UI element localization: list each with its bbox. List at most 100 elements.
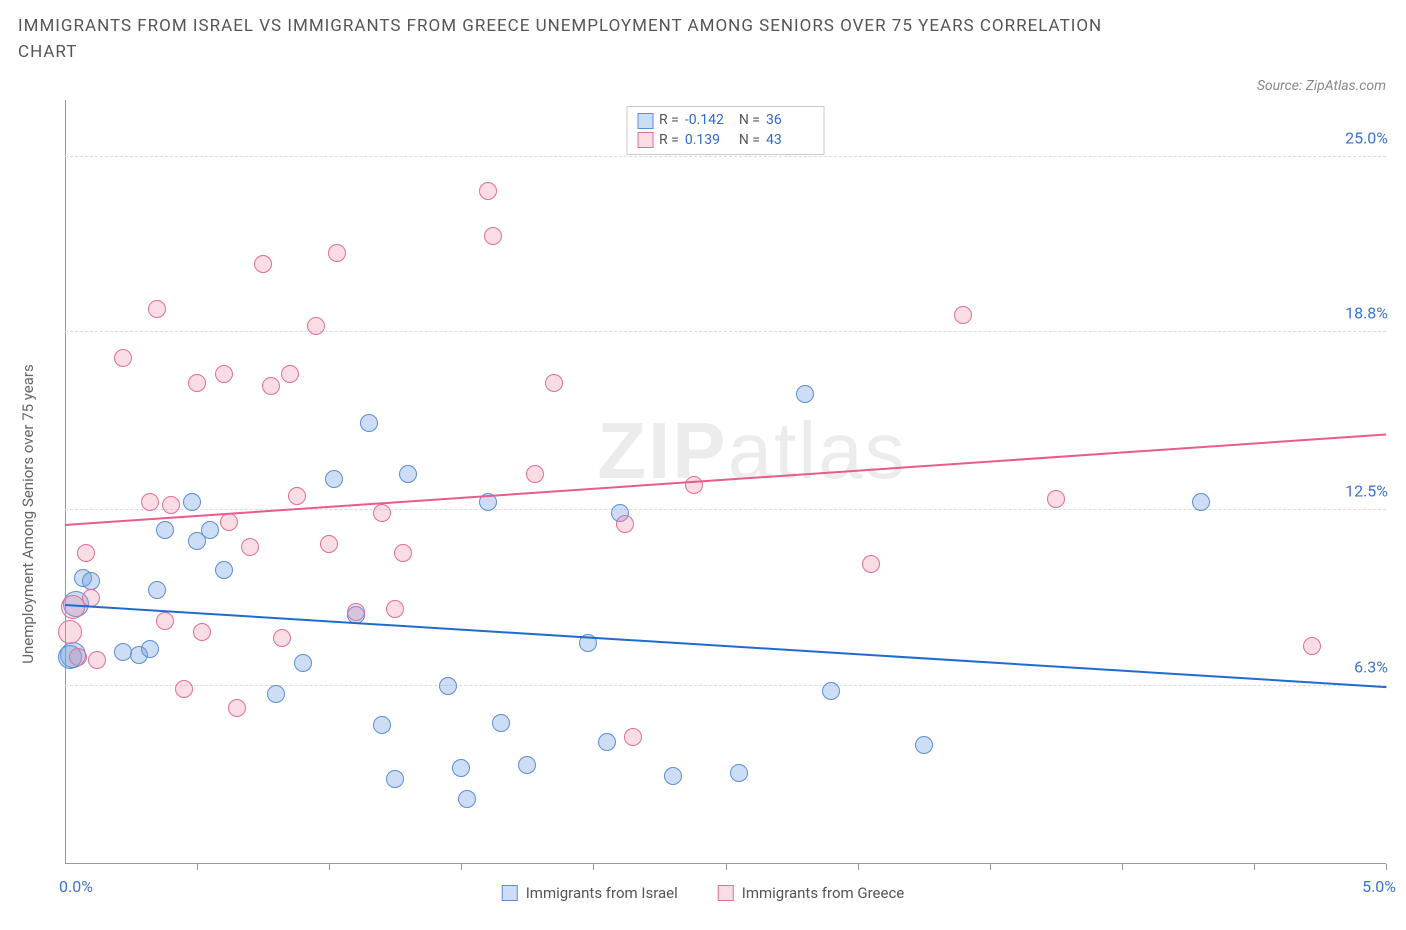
greece-point <box>545 374 563 392</box>
stats-row-greece: R = 0.139 N = 43 <box>637 131 814 151</box>
plot-area: ZIPatlas 0.0% 5.0% R =-0.142N =36R =0.13… <box>65 100 1386 864</box>
legend-item-greece: Immigrants from Greece <box>718 884 905 902</box>
grid-line <box>65 156 1386 157</box>
greece-point <box>273 629 291 647</box>
israel-point <box>82 572 100 590</box>
israel-point <box>141 640 159 658</box>
israel-point <box>730 764 748 782</box>
greece-point <box>148 300 166 318</box>
israel-swatch <box>637 113 653 129</box>
x-tick <box>593 864 594 870</box>
n-value: 36 <box>766 111 814 131</box>
greece-point <box>193 623 211 641</box>
israel-point <box>156 521 174 539</box>
greece-point <box>175 680 193 698</box>
n-label: N = <box>739 111 760 131</box>
israel-point <box>360 414 378 432</box>
x-tick <box>329 864 330 870</box>
greece-point <box>88 651 106 669</box>
israel-point <box>201 521 219 539</box>
y-axis <box>65 100 66 864</box>
israel-point <box>915 736 933 754</box>
israel-point <box>822 682 840 700</box>
greece-point <box>58 620 82 644</box>
x-tick <box>1386 864 1387 870</box>
greece-trend-line <box>65 434 1386 527</box>
greece-point <box>288 487 306 505</box>
israel-point <box>664 767 682 785</box>
y-axis-label: Unemployment Among Seniors over 75 years <box>19 364 37 663</box>
greece-point <box>281 365 299 383</box>
greece-swatch <box>637 132 653 148</box>
israel-point <box>796 385 814 403</box>
israel-trend-line <box>65 604 1386 688</box>
israel-point <box>492 714 510 732</box>
y-tick-label: 18.8% <box>1339 304 1388 323</box>
greece-point <box>188 374 206 392</box>
greece-point <box>215 365 233 383</box>
israel-point <box>215 561 233 579</box>
israel-point <box>439 677 457 695</box>
israel-point <box>325 470 343 488</box>
source-attribution: Source: ZipAtlas.com <box>1257 78 1386 94</box>
greece-point <box>1303 637 1321 655</box>
x-tick <box>990 864 991 870</box>
greece-point <box>262 377 280 395</box>
greece-point <box>616 515 634 533</box>
greece-point <box>526 465 544 483</box>
israel-point <box>373 716 391 734</box>
israel-point <box>148 581 166 599</box>
israel-point <box>598 733 616 751</box>
israel-point <box>452 759 470 777</box>
series-legend: Immigrants from Israel Immigrants from Gr… <box>502 884 905 902</box>
greece-point <box>228 699 246 717</box>
greece-point <box>386 600 404 618</box>
israel-point <box>294 654 312 672</box>
greece-point <box>862 555 880 573</box>
israel-point <box>518 756 536 774</box>
r-value: -0.142 <box>685 111 733 131</box>
r-value: 0.139 <box>685 131 733 151</box>
greece-point <box>484 227 502 245</box>
greece-legend-swatch <box>718 885 734 901</box>
legend-label: Immigrants from Israel <box>526 884 678 902</box>
greece-point <box>1047 490 1065 508</box>
chart-container: Unemployment Among Seniors over 75 years… <box>10 100 1396 910</box>
n-label: N = <box>739 131 760 151</box>
greece-point <box>347 603 365 621</box>
x-tick <box>726 864 727 870</box>
greece-point <box>954 306 972 324</box>
greece-point <box>69 648 87 666</box>
israel-point <box>267 685 285 703</box>
y-tick-label: 12.5% <box>1339 482 1388 501</box>
greece-point <box>254 255 272 273</box>
greece-point <box>241 538 259 556</box>
greece-point <box>220 513 238 531</box>
israel-point <box>399 465 417 483</box>
stats-legend: R = -0.142 N = 36 R = 0.139 N = 43 <box>626 106 825 155</box>
greece-point <box>162 496 180 514</box>
x-tick <box>858 864 859 870</box>
y-tick-label: 25.0% <box>1339 128 1388 147</box>
israel-point <box>386 770 404 788</box>
greece-point <box>77 544 95 562</box>
stats-row-israel: R = -0.142 N = 36 <box>637 111 814 131</box>
legend-item-israel: Immigrants from Israel <box>502 884 678 902</box>
israel-legend-swatch <box>502 885 518 901</box>
grid-line <box>65 685 1386 686</box>
y-tick-label: 6.3% <box>1348 657 1388 676</box>
israel-point <box>1192 493 1210 511</box>
israel-point <box>458 790 476 808</box>
greece-point <box>141 493 159 511</box>
grid-line <box>65 331 1386 332</box>
n-value: 43 <box>766 131 814 151</box>
r-label: R = <box>659 131 679 151</box>
greece-point <box>394 544 412 562</box>
x-axis-max: 5.0% <box>1362 877 1396 896</box>
x-tick <box>1122 864 1123 870</box>
greece-point <box>373 504 391 522</box>
greece-point <box>624 728 642 746</box>
legend-label: Immigrants from Greece <box>742 884 905 902</box>
chart-title: IMMIGRANTS FROM ISRAEL VS IMMIGRANTS FRO… <box>18 14 1118 65</box>
r-label: R = <box>659 111 679 131</box>
